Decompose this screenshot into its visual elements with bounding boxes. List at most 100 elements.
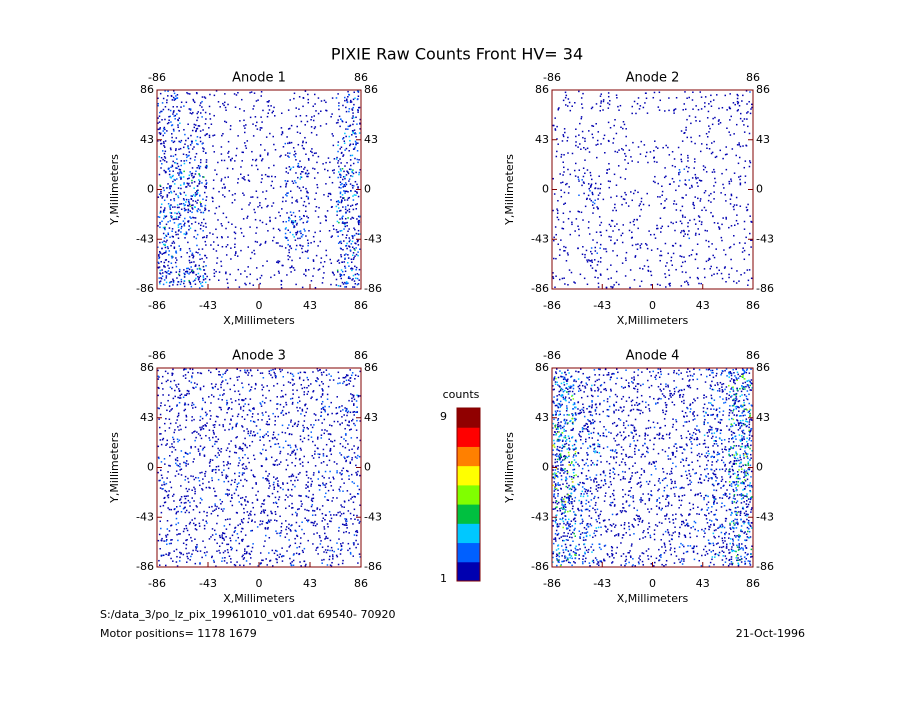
count-dot [350, 101, 353, 103]
density-cell [284, 239, 310, 262]
density-cell [577, 216, 603, 237]
count-dot [338, 186, 340, 189]
count-dot [710, 192, 712, 195]
count-dot [259, 154, 262, 157]
count-dot [629, 221, 632, 224]
count-dot [242, 151, 245, 154]
count-dot [191, 195, 194, 197]
count-dot [157, 375, 160, 378]
density-cell [208, 418, 234, 443]
count-dot [310, 436, 313, 438]
count-dot [321, 505, 324, 507]
count-dot [262, 394, 264, 397]
count-dot [196, 167, 198, 169]
count-dot [287, 496, 289, 498]
count-dot [220, 180, 223, 182]
count-dot [241, 539, 243, 541]
count-dot [218, 507, 220, 510]
count-dot [166, 528, 169, 530]
count-dot [265, 411, 267, 413]
count-dot [240, 504, 243, 506]
density-cell [605, 264, 627, 289]
count-dot [231, 496, 233, 499]
count-dot [285, 403, 288, 406]
count-dot [240, 232, 243, 234]
count-dot [197, 275, 199, 278]
count-dot [652, 180, 655, 183]
count-dot [250, 510, 252, 513]
count-dot [189, 250, 192, 252]
count-dot [743, 166, 746, 169]
count-dot [256, 128, 259, 130]
count-dot [735, 282, 738, 284]
count-dot [285, 440, 287, 443]
count-dot [299, 495, 302, 497]
count-dot [615, 195, 618, 197]
count-dot [186, 270, 189, 273]
count-dot [253, 105, 255, 107]
count-dot [252, 108, 254, 110]
count-dot [269, 399, 272, 402]
density-cell [682, 91, 703, 111]
count-dot [623, 123, 626, 126]
count-dot [176, 158, 178, 160]
count-dot [266, 101, 269, 103]
count-dot [225, 476, 227, 478]
count-dot [706, 143, 708, 146]
count-dot [251, 251, 253, 254]
count-dot [306, 173, 309, 175]
colorbar-swatch [457, 484, 480, 505]
count-dot [320, 403, 323, 405]
count-dot [673, 200, 676, 202]
count-dot [188, 154, 190, 157]
count-dot [686, 118, 688, 121]
count-dot [297, 420, 300, 423]
count-dot [277, 485, 280, 487]
count-dot [237, 413, 240, 415]
count-dot [282, 482, 284, 484]
count-dot [248, 383, 250, 386]
count-dot [321, 520, 324, 522]
count-dot [212, 559, 215, 562]
count-dot [187, 146, 189, 149]
count-dot [672, 222, 674, 225]
count-dot [333, 172, 335, 174]
count-dot [307, 257, 309, 259]
count-dot [215, 368, 218, 370]
count-dot [312, 260, 315, 262]
count-dot [744, 175, 747, 177]
count-dot [320, 415, 323, 417]
count-dot [307, 172, 310, 175]
count-dot [167, 95, 169, 97]
count-dot [582, 92, 584, 95]
count-dot [562, 161, 564, 163]
count-dot [353, 445, 355, 447]
count-dot [176, 457, 179, 459]
count-dot [176, 386, 178, 388]
count-dot [627, 162, 629, 165]
count-dot [215, 465, 218, 468]
count-dot [174, 114, 177, 117]
count-dot [612, 209, 614, 212]
count-dot [331, 500, 333, 502]
count-dot [348, 383, 350, 385]
count-dot [344, 433, 347, 435]
count-dot [292, 182, 295, 184]
count-dot [249, 282, 251, 285]
count-dot [252, 543, 254, 545]
count-dot [340, 254, 342, 256]
count-dot [354, 157, 356, 160]
count-dot [179, 192, 181, 194]
count-dot [180, 256, 183, 258]
count-dot [346, 209, 349, 212]
count-dot [177, 109, 180, 112]
count-dot [295, 283, 297, 286]
density-cell [259, 394, 285, 418]
count-dot [299, 173, 302, 175]
density-cell [287, 90, 310, 111]
count-dot [259, 282, 261, 285]
count-dot [243, 125, 245, 127]
count-dot [331, 412, 333, 415]
count-dot [347, 374, 349, 377]
count-dot [176, 113, 178, 115]
